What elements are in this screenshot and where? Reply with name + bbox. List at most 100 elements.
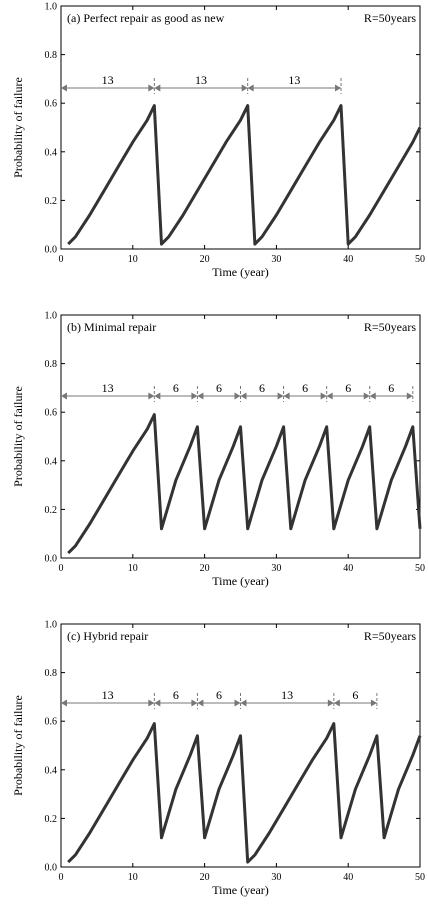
x-tick-label: 0 — [59, 563, 64, 574]
interval-label: 6 — [388, 381, 394, 395]
panel-annotation: R=50years — [364, 629, 416, 643]
interval-arrow: 6 — [154, 381, 198, 402]
panel-annotation: R=50years — [364, 320, 416, 334]
arrowhead-left — [240, 392, 247, 400]
y-tick-label: 0.6 — [45, 717, 58, 728]
panel-title: (a) Perfect repair as good as new — [67, 11, 225, 25]
interval-arrow: 13 — [61, 688, 155, 709]
arrowhead-left — [61, 84, 67, 92]
x-axis-label: Time (year) — [212, 574, 269, 588]
x-tick-label: 30 — [271, 563, 281, 574]
arrowhead-right — [320, 392, 327, 400]
arrowhead-left — [154, 84, 161, 92]
panel-title: (c) Hybrid repair — [67, 629, 148, 643]
interval-arrow: 6 — [240, 381, 285, 402]
y-tick-label: 1.0 — [45, 311, 58, 322]
y-axis-label: Probability of failure — [11, 695, 25, 796]
arrowhead-right — [363, 392, 370, 400]
x-tick-label: 40 — [343, 872, 353, 883]
y-tick-label: 0.8 — [45, 359, 58, 370]
y-axis-label: Probability of failure — [11, 386, 25, 487]
arrowhead-left — [61, 699, 67, 707]
interval-arrow: 6 — [197, 688, 241, 709]
x-tick-label: 10 — [128, 254, 138, 265]
arrowhead-left — [283, 392, 290, 400]
arrowhead-left — [61, 392, 67, 400]
interval-label: 6 — [352, 688, 358, 702]
interval-label: 6 — [302, 381, 308, 395]
y-tick-label: 0.8 — [45, 668, 58, 679]
y-tick-label: 0.2 — [45, 814, 58, 825]
plot-frame — [60, 623, 421, 868]
interval-label: 6 — [173, 381, 179, 395]
y-tick-label: 0.2 — [45, 196, 58, 207]
y-tick-label: 0.4 — [45, 456, 58, 467]
arrowhead-left — [154, 392, 161, 400]
interval-label: 13 — [102, 73, 114, 87]
y-tick-label: 0.4 — [45, 765, 58, 776]
arrowhead-left — [240, 699, 247, 707]
interval-arrow: 6 — [283, 381, 328, 402]
y-tick-label: 0.0 — [45, 245, 58, 256]
x-tick-label: 50 — [415, 254, 425, 265]
interval-label: 6 — [216, 381, 222, 395]
y-tick-label: 1.0 — [45, 2, 58, 13]
interval-arrow: 6 — [369, 381, 414, 402]
plot-frame — [60, 314, 421, 559]
interval-label: 6 — [173, 688, 179, 702]
arrowhead-left — [333, 699, 340, 707]
arrowhead-right — [277, 392, 284, 400]
interval-arrow: 6 — [326, 381, 371, 402]
interval-arrow: 13 — [154, 73, 249, 94]
arrowhead-left — [154, 699, 161, 707]
arrowhead-right — [148, 392, 155, 400]
x-axis-label: Time (year) — [212, 265, 269, 279]
panel-annotation: R=50years — [364, 11, 416, 25]
arrowhead-left — [247, 84, 254, 92]
x-tick-label: 50 — [415, 872, 425, 883]
interval-label: 6 — [259, 381, 265, 395]
y-tick-label: 0.6 — [45, 408, 58, 419]
y-tick-label: 0.8 — [45, 50, 58, 61]
x-tick-label: 40 — [343, 254, 353, 265]
arrowhead-right — [241, 84, 248, 92]
y-tick-label: 0.6 — [45, 99, 58, 110]
x-tick-label: 20 — [200, 254, 210, 265]
x-axis-label: Time (year) — [212, 883, 269, 897]
arrowhead-right — [148, 84, 155, 92]
arrowhead-right — [148, 699, 155, 707]
interval-arrow: 13 — [240, 688, 335, 709]
y-tick-label: 0.0 — [45, 554, 58, 565]
interval-arrow: 13 — [247, 73, 342, 94]
arrowhead-left — [197, 392, 204, 400]
interval-label: 13 — [102, 688, 114, 702]
arrowhead-right — [234, 699, 241, 707]
arrowhead-right — [191, 699, 198, 707]
x-tick-label: 0 — [59, 254, 64, 265]
y-tick-label: 0.2 — [45, 505, 58, 516]
x-tick-label: 10 — [128, 563, 138, 574]
interval-arrow: 6 — [333, 688, 378, 709]
interval-label: 6 — [216, 688, 222, 702]
arrowhead-right — [234, 392, 241, 400]
x-tick-label: 20 — [200, 872, 210, 883]
arrowhead-left — [369, 392, 376, 400]
panel-title: (b) Minimal repair — [67, 320, 156, 334]
interval-arrow: 6 — [154, 688, 198, 709]
interval-label: 13 — [102, 381, 114, 395]
chart-panel-1: 0.0 0.2 0.4 0.6 0.8 1.0 0 10 20 30 40 50 Time (year)… — [11, 311, 425, 589]
y-tick-label: 1.0 — [45, 620, 58, 631]
y-axis-label: Probability of failure — [11, 77, 25, 178]
failure-probability-line — [67, 413, 422, 555]
interval-arrow: 13 — [61, 381, 155, 402]
arrowhead-right — [335, 84, 342, 92]
chart-panel-0: 0.0 0.2 0.4 0.6 0.8 1.0 0 10 20 30 40 50 Time (year)… — [11, 2, 425, 280]
failure-probability-line — [67, 722, 422, 864]
arrowhead-right — [406, 392, 413, 400]
x-tick-label: 50 — [415, 563, 425, 574]
x-tick-label: 40 — [343, 563, 353, 574]
x-tick-label: 30 — [271, 254, 281, 265]
arrowhead-left — [197, 699, 204, 707]
interval-label: 13 — [195, 73, 207, 87]
interval-label: 13 — [281, 688, 293, 702]
